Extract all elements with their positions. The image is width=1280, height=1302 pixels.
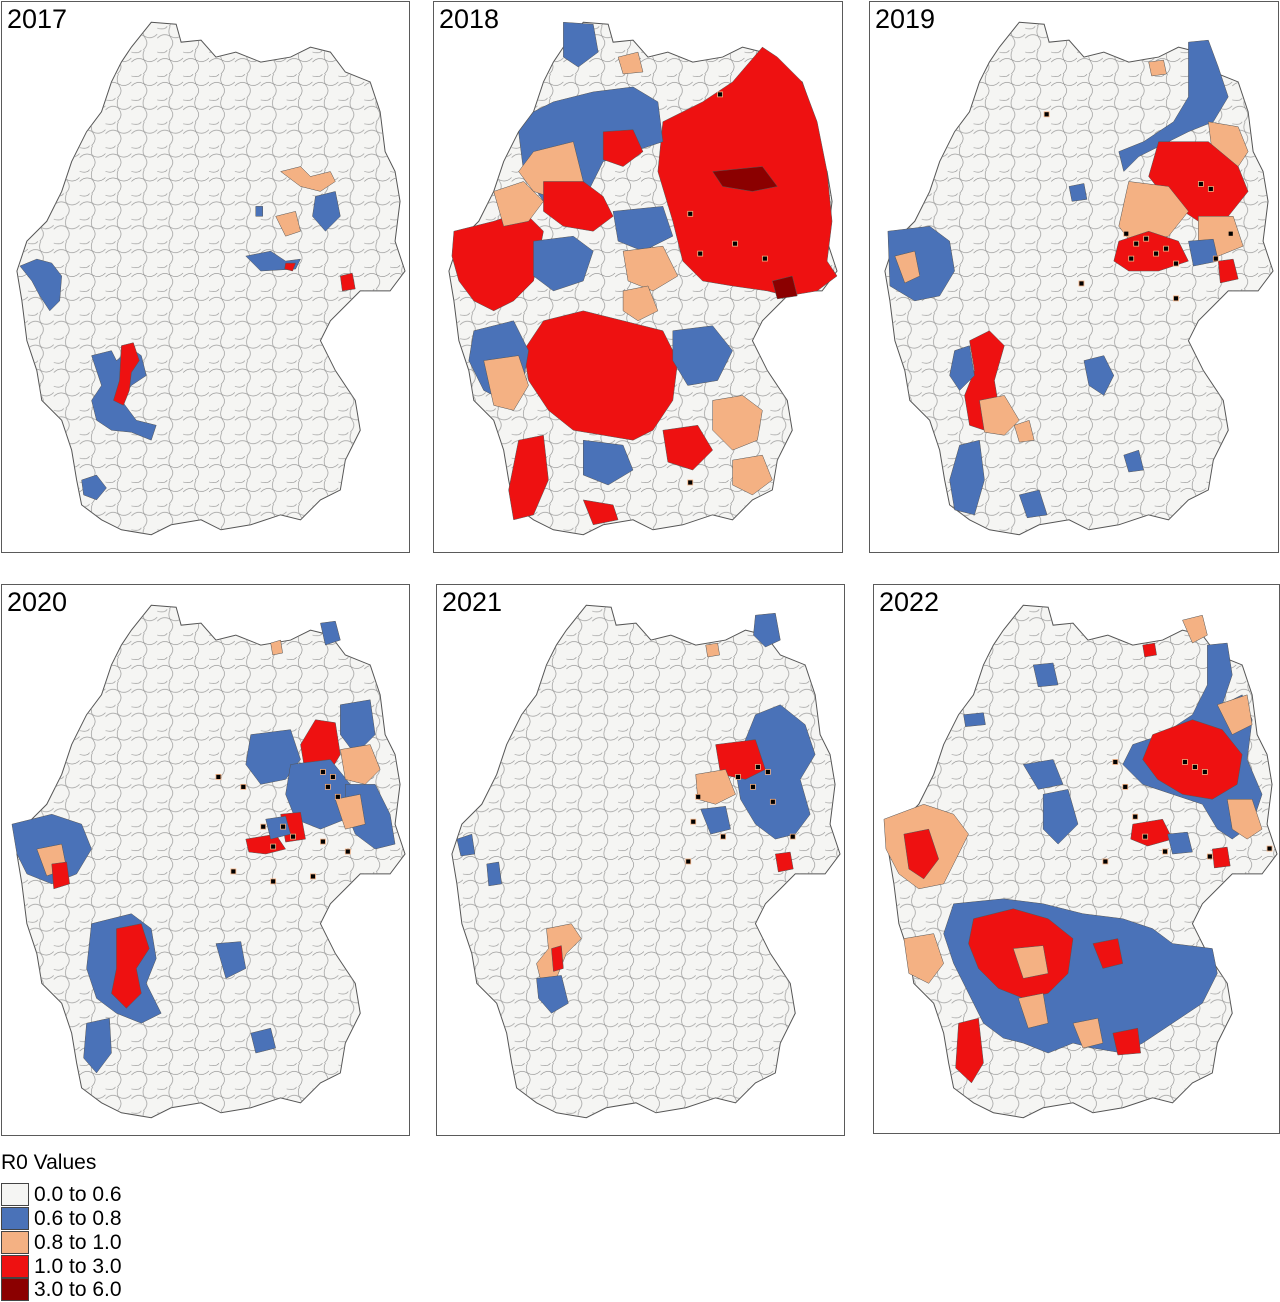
map-panel-2019: 2019 [869,1,1279,553]
germany-map-2017 [16,21,406,536]
germany-map-2020 [11,604,406,1119]
map-panel-2020: 2020 [1,584,410,1136]
legend-item: 1.0 to 3.0 [1,1254,122,1278]
year-label: 2021 [442,587,503,617]
outbreak-markers [1043,111,1234,302]
germany-map-2019 [884,21,1274,536]
legend-swatch [1,1277,29,1301]
germany-map-2021 [451,604,841,1119]
year-label: 2017 [7,4,68,34]
r0-regions [883,614,1263,1084]
year-label: 2019 [875,4,936,34]
r0-regions [456,612,816,1014]
outbreak-markers [215,769,351,885]
legend-label: 0.8 to 1.0 [34,1230,122,1254]
legend-label: 1.0 to 3.0 [34,1254,122,1278]
r0-regions [451,21,838,526]
legend-item: 0.0 to 0.6 [1,1182,122,1206]
legend-item: 0.8 to 1.0 [1,1230,122,1254]
outbreak-markers [687,91,768,486]
legend-label: 0.0 to 0.6 [34,1182,122,1206]
legend-label: 3.0 to 6.0 [34,1277,122,1301]
map-panel-2022: 2022 [873,584,1280,1134]
r0-regions [19,166,356,501]
year-label: 2022 [879,587,940,617]
year-label: 2020 [7,587,68,617]
legend-swatch [1,1182,29,1206]
legend: R0 Values 0.0 to 0.6 0.6 to 0.8 0.8 to 1… [0,1150,220,1301]
map-panel-2018: 2018 [433,1,843,553]
outbreak-markers [1102,759,1273,865]
legend-label: 0.6 to 0.8 [34,1206,122,1230]
year-label: 2018 [439,4,500,34]
outbreak-markers [685,764,796,865]
map-panel-2021: 2021 [436,584,845,1136]
legend-swatch [1,1254,29,1278]
legend-swatch [1,1206,29,1230]
legend-swatch [1,1230,29,1254]
r0-regions [11,620,396,1074]
germany-map-2022 [883,604,1278,1119]
germany-map-2018 [448,21,838,536]
legend-item: 0.6 to 0.8 [1,1206,122,1230]
map-panel-2017: 2017 [1,1,410,553]
r0-regions [887,39,1249,519]
legend-title: R0 Values [1,1151,97,1174]
legend-item: 3.0 to 6.0 [1,1277,122,1301]
